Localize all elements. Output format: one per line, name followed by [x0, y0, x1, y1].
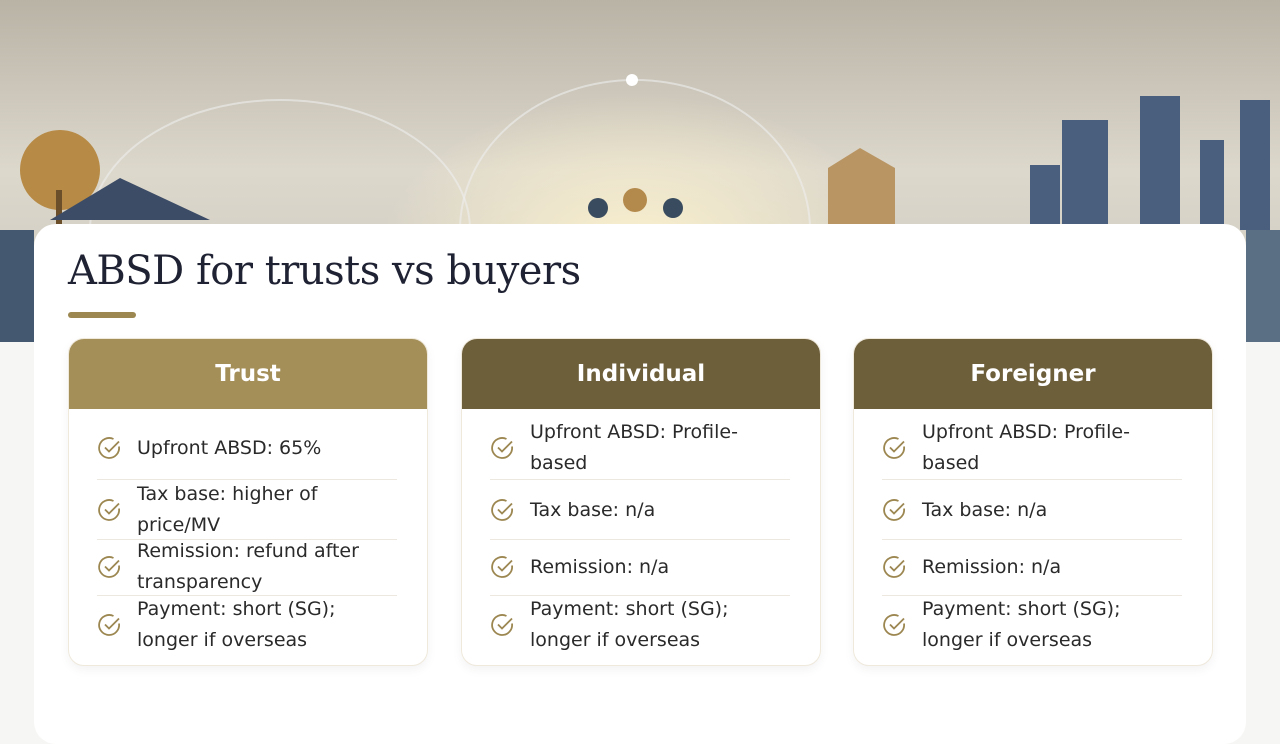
check-icon — [883, 437, 905, 459]
check-icon — [98, 614, 120, 636]
check-icon — [491, 437, 513, 459]
comparison-card: Foreigner Upfront ABSD: Profile-based Tax … — [853, 338, 1213, 666]
row-text: Tax base: n/a — [530, 498, 656, 521]
card-row: Upfront ABSD: Profile-based — [490, 417, 790, 480]
row-text: Tax base: n/a — [922, 498, 1048, 521]
check-icon — [883, 499, 905, 521]
row-text: Tax base: higher of price/MV — [137, 483, 318, 536]
row-text: Remission: n/a — [922, 555, 1062, 578]
row-text: Upfront ABSD: 65% — [137, 436, 322, 459]
card-row: Upfront ABSD: Profile-based — [882, 417, 1182, 480]
check-icon — [98, 556, 120, 578]
card-row: Upfront ABSD: 65% — [97, 417, 397, 480]
card-row: Tax base: n/a — [882, 481, 1182, 540]
comparison-card: Trust Upfront ABSD: 65% Tax base: higher o… — [68, 338, 428, 666]
card-row: Tax base: n/a — [490, 481, 790, 540]
card-row: Remission: n/a — [882, 539, 1182, 596]
row-text: Payment: short (SG); longer if overseas — [530, 598, 729, 651]
title-underline — [68, 312, 136, 318]
row-text: Upfront ABSD: Profile-based — [530, 421, 738, 474]
row-text: Remission: n/a — [530, 555, 670, 578]
row-text: Remission: refund after transparency — [137, 540, 359, 593]
card-row: Tax base: higher of price/MV — [97, 481, 397, 540]
card-row: Payment: short (SG); longer if overseas — [490, 595, 790, 655]
check-icon — [883, 556, 905, 578]
row-text: Upfront ABSD: Profile-based — [922, 421, 1130, 474]
comparison-card: Individual Upfront ABSD: Profile-based Tax… — [461, 338, 821, 666]
check-icon — [491, 614, 513, 636]
check-icon — [491, 556, 513, 578]
title: ABSD for trusts vs buyers — [68, 248, 581, 294]
card-heading: Individual — [462, 339, 820, 409]
card-heading: Foreigner — [854, 339, 1212, 409]
check-icon — [491, 499, 513, 521]
card-row: Payment: short (SG); longer if overseas — [97, 595, 397, 655]
row-text: Payment: short (SG); longer if overseas — [137, 598, 336, 651]
check-icon — [98, 499, 120, 521]
card-row: Payment: short (SG); longer if overseas — [882, 595, 1182, 655]
check-icon — [883, 614, 905, 636]
check-icon — [98, 437, 120, 459]
row-text: Payment: short (SG); longer if overseas — [922, 598, 1121, 651]
card-row: Remission: refund after transparency — [97, 539, 397, 596]
card-row: Remission: n/a — [490, 539, 790, 596]
card-heading: Trust — [69, 339, 427, 409]
